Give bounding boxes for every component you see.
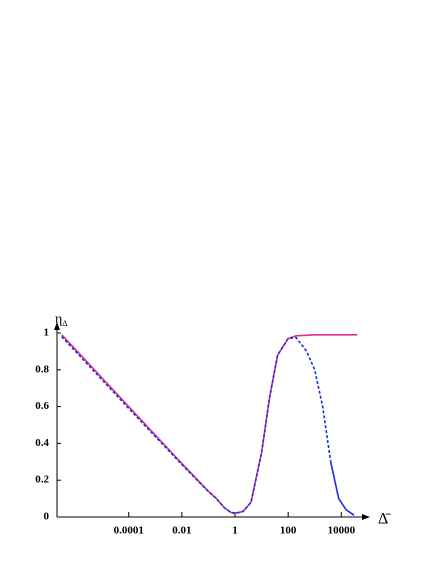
y-tick-label: 0	[44, 511, 50, 523]
x-tick-label: 0.0001	[114, 525, 144, 537]
y-axis-label: ηΔ	[55, 312, 67, 328]
y-tick-label: 0.6	[35, 400, 49, 412]
series-line	[329, 461, 355, 516]
y-tick-label: 0.4	[35, 437, 49, 449]
x-tick-label: 0.01	[172, 525, 191, 537]
y-tick-label: 0.2	[35, 474, 49, 486]
x-tick-label: 100	[280, 525, 297, 537]
series-line	[61, 334, 358, 515]
x-axis-label: Δ̄	[378, 511, 391, 528]
x-axis-arrow	[362, 514, 370, 520]
y-tick-label: 1	[44, 327, 50, 339]
y-axis-arrow	[54, 322, 60, 330]
y-tick-label: 0.8	[35, 363, 49, 375]
x-tick-label: 1	[232, 525, 238, 537]
series-line	[61, 336, 332, 515]
x-tick-label: 10000	[328, 525, 356, 537]
